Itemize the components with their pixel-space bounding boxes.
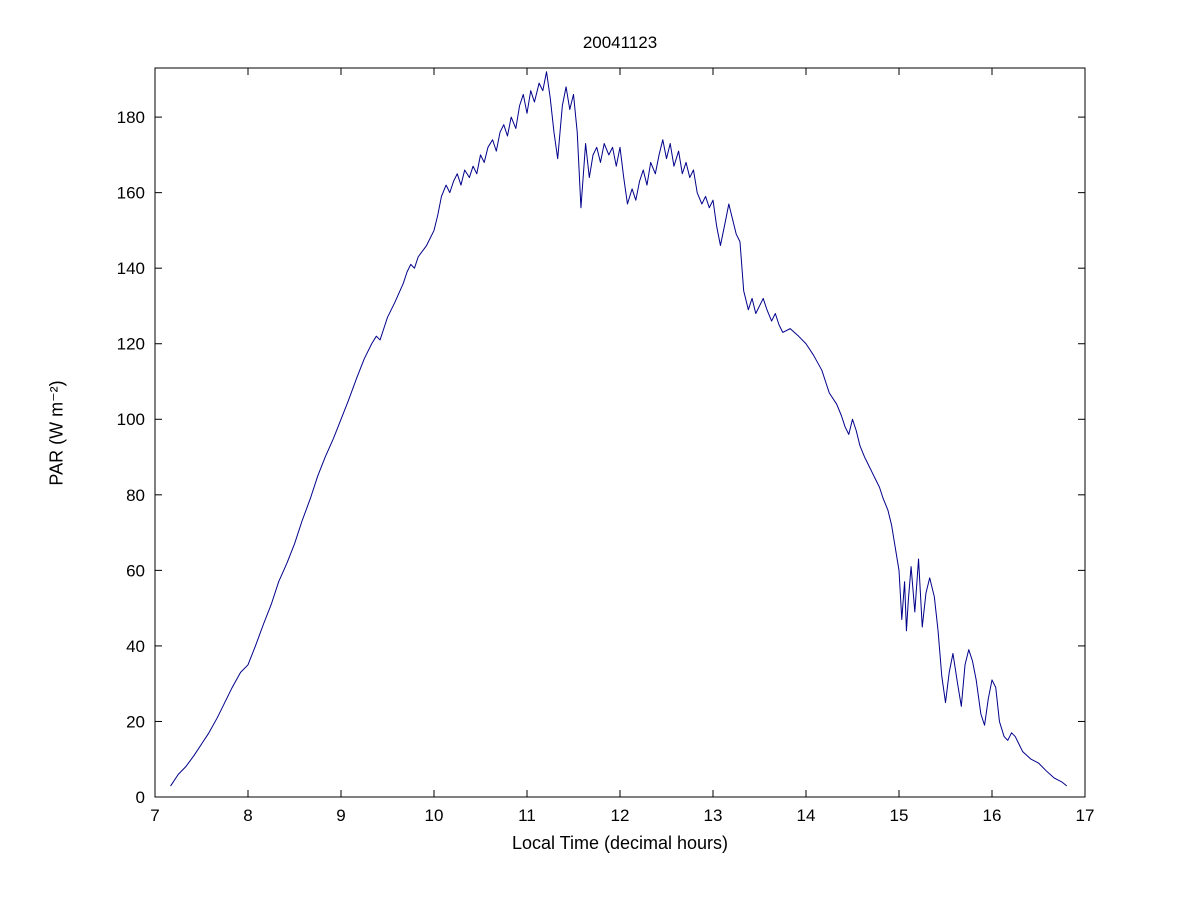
x-tick-label: 10 <box>425 806 444 825</box>
y-tick-label: 80 <box>126 486 145 505</box>
y-tick-label: 120 <box>117 335 145 354</box>
axes-box <box>154 67 1086 798</box>
x-tick-label: 12 <box>611 806 630 825</box>
y-tick-label: 20 <box>126 712 145 731</box>
x-tick-label: 14 <box>797 806 816 825</box>
y-tick-label: 40 <box>126 637 145 656</box>
data-line-par <box>170 71 1067 787</box>
y-tick-label: 0 <box>136 788 145 807</box>
y-tick-label: 180 <box>117 108 145 127</box>
x-tick-label: 11 <box>518 806 536 825</box>
y-tick-label: 60 <box>126 561 145 580</box>
x-tick-label: 9 <box>336 806 345 825</box>
x-tick-label: 8 <box>243 806 252 825</box>
x-tick-label: 13 <box>704 806 723 825</box>
y-tick-label: 160 <box>117 184 145 203</box>
x-tick-label: 16 <box>983 806 1002 825</box>
y-tick-label: 140 <box>117 259 145 278</box>
x-tick-label: 15 <box>890 806 909 825</box>
y-axis-label: PAR (W m⁻²) <box>46 380 67 486</box>
chart-title: 20041123 <box>582 33 658 52</box>
x-tick-label: 17 <box>1076 806 1095 825</box>
y-tick-label: 100 <box>117 410 145 429</box>
x-tick-label: 7 <box>150 806 159 825</box>
x-axis-label: Local Time (decimal hours) <box>511 833 729 853</box>
